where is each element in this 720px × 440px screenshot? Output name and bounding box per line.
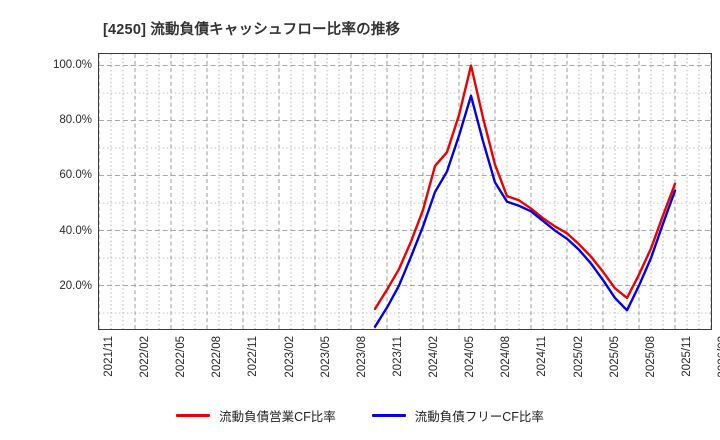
x-axis-tick-label: 2021/11 xyxy=(103,336,115,377)
x-axis-tick-label: 2022/08 xyxy=(211,336,224,378)
x-axis-tick-label: 2024/02 xyxy=(428,336,441,378)
series-line-1 xyxy=(373,94,677,328)
x-axis-tick-label: 2024/08 xyxy=(500,336,513,378)
plot-area xyxy=(98,53,712,330)
x-axis-tick-label: 2022/11 xyxy=(247,336,260,377)
x-axis-tick-label: 2024/11 xyxy=(536,336,549,377)
y-axis-tick-label: 60.0% xyxy=(59,169,92,182)
y-axis-tick-label: 100.0% xyxy=(52,58,92,71)
x-axis-tick-label: 2023/05 xyxy=(319,336,332,378)
x-axis-tick-label: 2022/05 xyxy=(175,336,188,378)
x-axis-tick-label: 2024/05 xyxy=(464,336,477,378)
y-axis-tick-label: 80.0% xyxy=(59,114,92,127)
legend-swatch-icon xyxy=(371,414,406,417)
legend-swatch-icon xyxy=(176,414,211,417)
x-axis-tick-label: 2025/11 xyxy=(680,336,693,377)
x-axis: 2021/11 2022/02 2022/05 2022/08 2022/11 2023/… xyxy=(0,336,720,406)
legend-item-1[interactable]: 流動負債フリーCF比率 xyxy=(371,406,544,425)
legend-label: 流動負債営業CF比率 xyxy=(219,410,336,424)
chart-title: [4250] 流動負債キャッシュフロー比率の推移 xyxy=(103,22,401,38)
y-axis-tick-label: 20.0% xyxy=(59,280,92,293)
y-axis-tick-label: 40.0% xyxy=(59,224,92,237)
chart-legend: 流動負債営業CF比率 流動負債フリーCF比率 xyxy=(0,406,720,425)
x-axis-tick-label: 2025/08 xyxy=(644,336,657,378)
legend-item-0[interactable]: 流動負債営業CF比率 xyxy=(176,406,336,425)
series-line-0 xyxy=(373,64,677,311)
x-axis-tick-label: 2025/02 xyxy=(572,336,585,378)
y-axis: 20.0% 40.0% 60.0% 80.0% 100.0% xyxy=(0,0,92,440)
x-axis-tick-label: 2023/11 xyxy=(391,336,404,377)
legend-label: 流動負債フリーCF比率 xyxy=(414,410,544,424)
plot-svg xyxy=(99,54,711,329)
x-axis-tick-label: 2023/08 xyxy=(355,336,368,378)
x-axis-tick-label: 2022/02 xyxy=(139,336,152,378)
x-axis-tick-label: 2023/02 xyxy=(283,336,296,378)
x-axis-tick-label: 2025/05 xyxy=(608,336,621,378)
